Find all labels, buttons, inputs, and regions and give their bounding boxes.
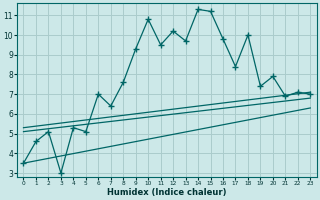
X-axis label: Humidex (Indice chaleur): Humidex (Indice chaleur) [107, 188, 227, 197]
